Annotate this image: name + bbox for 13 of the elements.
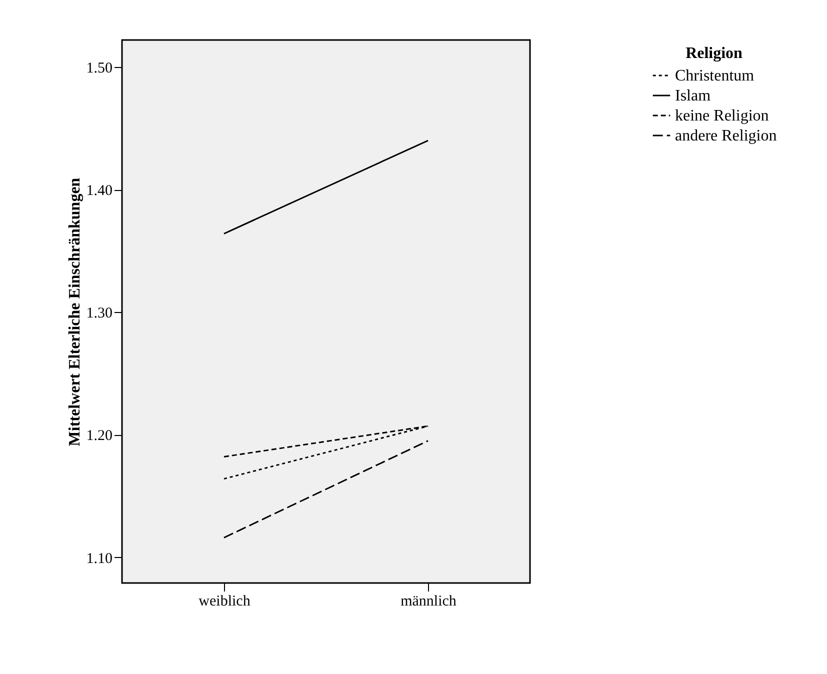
- y-tick-label: 1.40: [86, 183, 112, 200]
- y-tick-label: 1.50: [86, 60, 112, 76]
- legend-label: Christentum: [675, 68, 755, 84]
- legend-label: andere Religion: [675, 128, 777, 144]
- y-tick-label: 1.20: [86, 428, 112, 444]
- legend-label: Islam: [675, 88, 712, 104]
- x-tick-label: männlich: [400, 594, 457, 610]
- x-tick-label: weiblich: [198, 594, 251, 610]
- y-axis-title: Mittelwert Elterliche Einschränkungen: [66, 178, 84, 446]
- y-tick-label: 1.30: [86, 306, 112, 322]
- legend-label: keine Religion: [675, 108, 769, 124]
- y-tick-label: 1.10: [86, 550, 112, 567]
- legend-title: Religion: [686, 45, 743, 62]
